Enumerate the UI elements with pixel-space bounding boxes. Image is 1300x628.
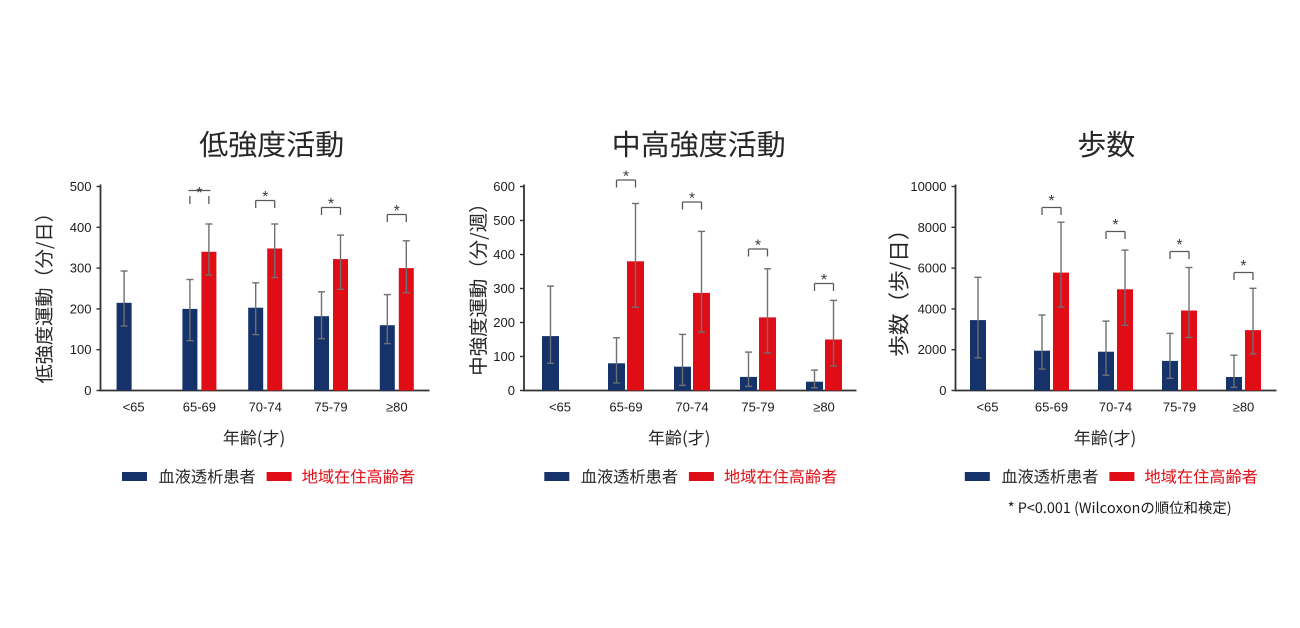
svg-text:*: * xyxy=(1240,258,1246,275)
svg-text:300: 300 xyxy=(493,281,515,296)
svg-text:70-74: 70-74 xyxy=(675,400,708,415)
svg-text:75-79: 75-79 xyxy=(1163,400,1196,415)
svg-text:6000: 6000 xyxy=(918,261,947,276)
svg-text:0: 0 xyxy=(508,383,515,398)
svg-text:75-79: 75-79 xyxy=(741,400,774,415)
svg-text:500: 500 xyxy=(70,179,92,194)
svg-text:10000: 10000 xyxy=(910,179,946,194)
svg-text:*: * xyxy=(196,185,202,202)
svg-text:0: 0 xyxy=(84,383,91,398)
svg-text:0: 0 xyxy=(939,383,946,398)
svg-text:*: * xyxy=(394,203,400,220)
svg-text:70-74: 70-74 xyxy=(1099,400,1132,415)
svg-text:*: * xyxy=(821,272,827,289)
svg-text:*: * xyxy=(1112,217,1118,234)
svg-text:2000: 2000 xyxy=(918,342,947,357)
svg-text:<65: <65 xyxy=(123,400,145,415)
svg-text:500: 500 xyxy=(493,213,515,228)
svg-text:65-69: 65-69 xyxy=(609,400,642,415)
svg-text:200: 200 xyxy=(70,301,92,316)
svg-text:*: * xyxy=(623,168,629,185)
svg-text:<65: <65 xyxy=(976,400,998,415)
svg-text:600: 600 xyxy=(493,179,515,194)
svg-text:65-69: 65-69 xyxy=(1035,400,1068,415)
svg-text:≥80: ≥80 xyxy=(813,400,835,415)
svg-text:<65: <65 xyxy=(549,400,571,415)
svg-text:*: * xyxy=(1048,193,1054,210)
svg-text:300: 300 xyxy=(70,261,92,276)
svg-text:*: * xyxy=(262,189,268,206)
svg-text:200: 200 xyxy=(493,315,515,330)
svg-text:70-74: 70-74 xyxy=(249,400,282,415)
svg-text:*: * xyxy=(328,196,334,213)
svg-text:*: * xyxy=(1176,237,1182,254)
svg-text:*: * xyxy=(689,190,695,207)
svg-text:≥80: ≥80 xyxy=(386,400,408,415)
svg-text:≥80: ≥80 xyxy=(1233,400,1255,415)
svg-text:4000: 4000 xyxy=(918,301,947,316)
svg-text:100: 100 xyxy=(70,342,92,357)
svg-text:100: 100 xyxy=(493,349,515,364)
svg-text:8000: 8000 xyxy=(918,220,947,235)
svg-text:400: 400 xyxy=(493,247,515,262)
svg-text:75-79: 75-79 xyxy=(314,400,347,415)
svg-text:400: 400 xyxy=(70,220,92,235)
svg-text:*: * xyxy=(755,237,761,254)
svg-text:65-69: 65-69 xyxy=(183,400,216,415)
